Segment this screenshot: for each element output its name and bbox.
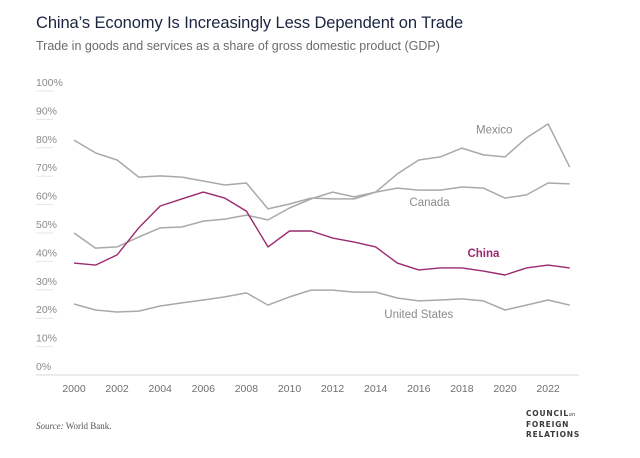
x-tick-label: 2008 [235,383,259,395]
series-lines [73,123,571,313]
logo-council: COUNCIL [526,409,569,418]
source-label: Source: [36,421,64,431]
series-label-mexico: Mexico [476,125,512,137]
series-label-united-states: United States [384,309,453,321]
y-tick-label: 90% [36,105,57,117]
source-note: Source: World Bank. [36,421,112,431]
y-tick-label: 30% [36,276,57,288]
source-text: World Bank. [63,421,112,431]
series-line-united-states [73,289,570,313]
series-label-canada: Canada [409,197,450,209]
logo-relations: RELATIONS [526,430,581,439]
y-tick-label: 70% [36,162,57,174]
x-tick-label: 2000 [62,383,86,395]
x-tick-label: 2018 [450,383,474,395]
x-axis: 2000 2002 2004 2006 2008 2010 2012 2014 2016 2018… [62,383,560,395]
y-tick-label: 40% [36,247,57,259]
y-tick-label: 20% [36,304,57,316]
logo-on: on [568,412,576,418]
series-line-series-b [73,123,571,249]
x-tick-label: 2002 [105,383,129,395]
x-tick-label: 2010 [278,383,302,395]
series-line-china [73,191,570,276]
logo-foreign: FOREIGN [526,420,570,429]
cfr-logo: COUNCILon FOREIGN RELATIONS [526,409,580,440]
series-label-china: China [467,248,500,260]
y-tick-label: 10% [36,333,57,345]
series-labels: Mexico Canada China United States [384,125,512,322]
y-tick-label: 100% [36,77,63,89]
chart-subtitle: Trade in goods and services as a share o… [36,39,440,53]
x-tick-label: 2004 [149,383,173,395]
chart-title: China’s Economy Is Increasingly Less Dep… [36,14,464,32]
y-tick-label: 80% [36,134,57,146]
x-tick-label: 2006 [192,383,216,395]
y-tick-label: 50% [36,219,57,231]
series-line-series-a [73,139,570,210]
x-tick-label: 2016 [407,383,431,395]
x-tick-label: 2014 [364,383,388,395]
x-tick-label: 2020 [493,383,517,395]
y-tick-label: 0% [36,361,51,373]
y-axis: 0% 10% 20% 30% 40% 50% 60% 70% 80% 90% 100% [36,77,579,376]
y-tick-label: 60% [36,191,57,203]
x-tick-label: 2022 [536,383,560,395]
x-tick-label: 2012 [321,383,345,395]
